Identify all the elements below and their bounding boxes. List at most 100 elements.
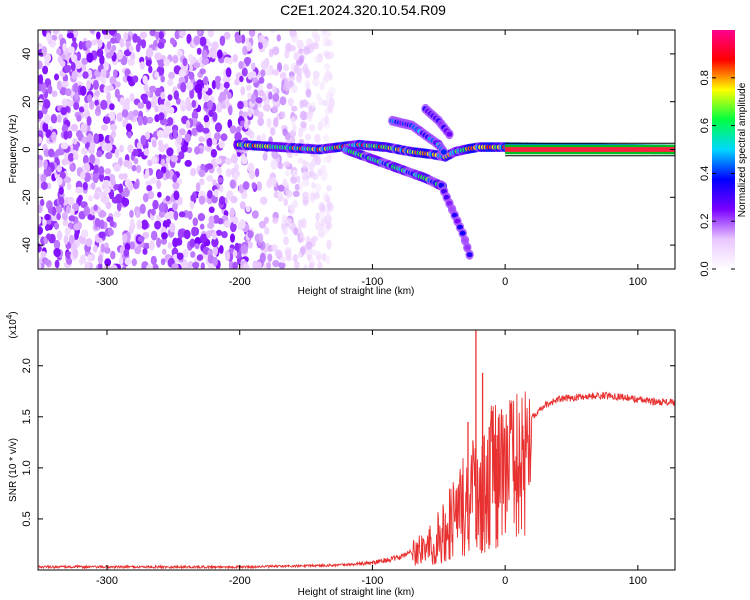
noise-blob <box>127 181 134 192</box>
y-tick-label: -40 <box>21 237 33 253</box>
noise-blob <box>199 36 207 47</box>
noise-blob <box>247 230 254 239</box>
colorbar-ticks: 0.0 0.2 0.4 0.6 0.8 <box>699 70 735 277</box>
noise-blob <box>137 102 145 109</box>
noise-blob <box>137 235 145 242</box>
noise-blob <box>224 98 230 107</box>
noise-blob <box>161 232 168 240</box>
noise-blob <box>177 228 184 239</box>
noise-blob <box>297 67 302 77</box>
noise-blob <box>104 247 111 254</box>
noise-blob <box>206 230 212 239</box>
noise-blob <box>57 177 63 186</box>
noise-blob <box>321 30 328 34</box>
noise-blob <box>119 97 126 106</box>
noise-blob <box>227 91 232 100</box>
x-tick-label: -300 <box>96 575 118 587</box>
noise-blob <box>145 180 152 187</box>
spectrogram-x-axis-label: Height of straight line (km) <box>298 286 415 297</box>
noise-blob <box>143 84 149 92</box>
y-tick-label: 20 <box>21 96 33 108</box>
noise-blob <box>284 49 290 59</box>
noise-blob <box>149 85 157 93</box>
noise-blob <box>113 211 121 218</box>
noise-blob <box>232 261 238 269</box>
noise-blob <box>277 62 282 73</box>
noise-blob <box>192 217 199 227</box>
noise-blob <box>280 111 286 119</box>
noise-blob <box>129 209 134 218</box>
noise-blob <box>207 254 215 264</box>
noise-blob <box>326 239 332 250</box>
noise-blob <box>136 219 143 230</box>
noise-blob <box>128 45 134 53</box>
noise-blob <box>66 182 72 191</box>
noise-blob <box>72 248 79 259</box>
noise-blob <box>73 101 80 111</box>
noise-blob <box>322 134 330 142</box>
noise-blob <box>307 112 313 122</box>
noise-blob <box>63 234 69 245</box>
noise-blob <box>167 117 174 126</box>
noise-blob <box>269 127 276 136</box>
noise-blob <box>245 57 251 67</box>
noise-blob <box>258 76 265 84</box>
noise-blob <box>248 30 256 37</box>
noise-blob <box>114 88 120 99</box>
noise-blob <box>96 150 103 158</box>
noise-blob <box>301 218 307 229</box>
noise-blob <box>38 204 42 214</box>
snr-frame <box>37 329 676 571</box>
noise-blob <box>131 148 139 157</box>
x-tick-label: -300 <box>96 276 118 288</box>
noise-blob <box>290 84 298 94</box>
noise-blob <box>172 182 180 190</box>
noise-blob <box>302 179 310 187</box>
spur-up-mark <box>446 131 453 137</box>
noise-blob <box>230 195 238 204</box>
noise-blob <box>59 60 66 67</box>
noise-blob <box>158 104 166 114</box>
noise-blob <box>190 194 196 202</box>
noise-blob <box>73 153 79 161</box>
noise-blob <box>250 93 257 104</box>
noise-blob <box>64 227 71 236</box>
noise-blob <box>84 261 90 269</box>
noise-blob <box>160 75 165 83</box>
noise-blob <box>317 228 326 238</box>
noise-blob <box>77 194 83 202</box>
noise-blob <box>105 143 113 152</box>
noise-blob <box>77 70 83 78</box>
noise-blob <box>320 170 328 181</box>
noise-blob <box>47 84 53 95</box>
noise-blob <box>136 141 142 149</box>
noise-blob <box>72 138 78 145</box>
noise-blob <box>97 133 104 143</box>
noise-blob <box>302 199 309 206</box>
noise-blob <box>104 116 111 124</box>
noise-blob <box>85 40 92 49</box>
noise-blob <box>176 134 183 145</box>
noise-blob <box>100 99 108 110</box>
noise-blob <box>100 68 107 78</box>
noise-blob <box>41 46 48 56</box>
noise-blob <box>212 231 217 240</box>
noise-blob <box>115 193 123 204</box>
noise-blob <box>105 201 112 210</box>
noise-blob <box>285 170 291 177</box>
noise-blob <box>173 90 179 100</box>
noise-blob <box>118 257 124 265</box>
noise-blob <box>108 30 116 36</box>
noise-blob <box>194 146 201 155</box>
spur-down-mark <box>466 252 473 258</box>
noise-blob <box>302 159 307 170</box>
noise-blob <box>317 261 323 269</box>
snr-y-axis-label: SNR (10 * v/v) <box>8 438 19 502</box>
noise-blob <box>75 186 83 194</box>
noise-blob <box>200 233 208 243</box>
noise-blob <box>203 114 210 123</box>
noise-blob <box>67 196 75 206</box>
noise-blob <box>79 258 84 265</box>
noise-blob <box>148 65 153 74</box>
snr-ticks: -300 -200 -100 0 100 0.5 1.0 1.5 2.0 <box>21 330 675 587</box>
